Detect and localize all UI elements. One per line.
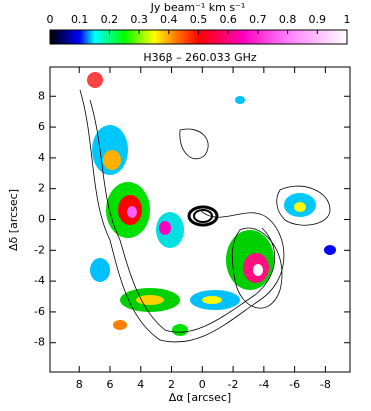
colorbar-tick-label: 0.4	[160, 13, 178, 26]
y-tick-label: -6	[34, 305, 45, 318]
y-tick-label: -4	[34, 274, 45, 287]
emission-map	[79, 72, 336, 343]
y-tick-label: 8	[38, 89, 45, 102]
y-tick-label: 4	[38, 151, 45, 164]
colorbar-tick-label: 0.7	[249, 13, 267, 26]
colorbar-label: Jy beam⁻¹ km s⁻¹	[150, 1, 246, 14]
colorbar-tick-label: 0	[47, 13, 54, 26]
x-tick-label: -4	[258, 378, 269, 391]
y-axis-label: Δδ [arcsec]	[7, 189, 20, 251]
x-tick-label: 6	[107, 378, 114, 391]
colorbar-tick-label: 0.1	[71, 13, 89, 26]
x-tick-label: 8	[76, 378, 83, 391]
x-tick-label: -2	[228, 378, 239, 391]
y-tick-label: 2	[38, 182, 45, 195]
colorbar-tick-label: 0.5	[190, 13, 208, 26]
y-tick-label: -2	[34, 243, 45, 256]
y-tick-label: 0	[38, 213, 45, 226]
y-tick-label: 6	[38, 120, 45, 133]
colorbar-tick-label: 0.2	[101, 13, 119, 26]
y-tick-label: -8	[34, 336, 45, 349]
colorbar-tick-label: 0.9	[309, 13, 327, 26]
colorbar-tick-label: 0.6	[219, 13, 237, 26]
x-tick-label: 2	[168, 378, 175, 391]
colorbar-tick-label: 0.8	[279, 13, 297, 26]
x-axis-label: Δα [arcsec]	[169, 391, 231, 404]
chart-title: H36β – 260.033 GHz	[143, 51, 257, 64]
x-tick-label: -6	[289, 378, 300, 391]
colorbar-tick-label: 1	[344, 13, 351, 26]
plot-frame	[49, 66, 351, 373]
x-tick-label: 0	[199, 378, 206, 391]
colorbar-tick-label: 0.3	[130, 13, 148, 26]
x-tick-label: -8	[320, 378, 331, 391]
x-tick-label: 4	[137, 378, 144, 391]
